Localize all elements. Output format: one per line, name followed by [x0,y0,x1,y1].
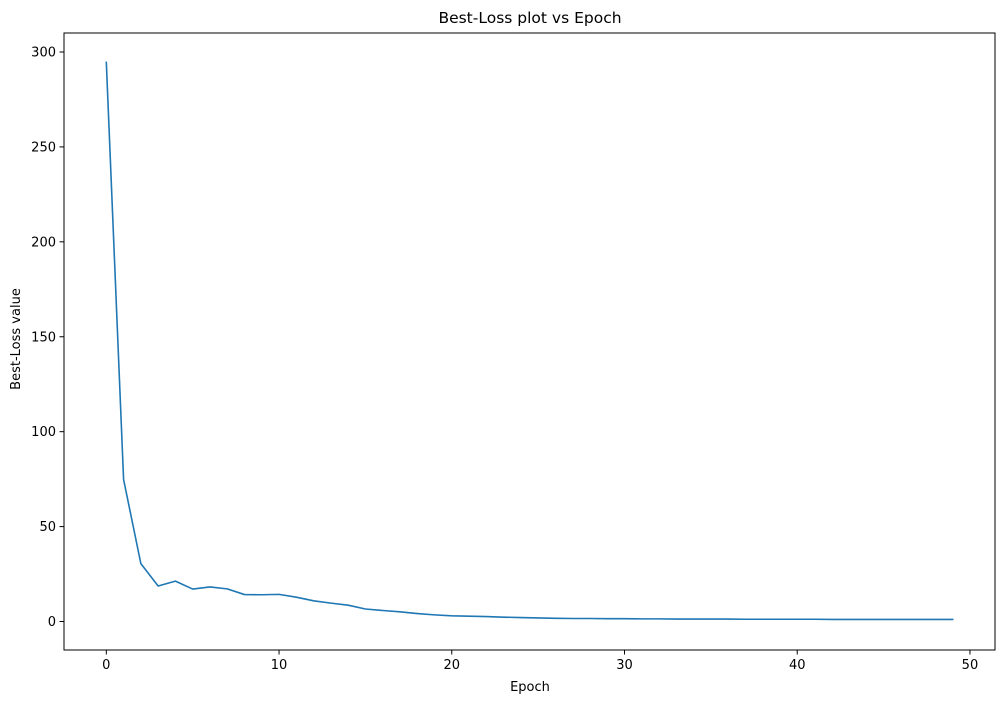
y-tick-label: 150 [31,330,56,345]
y-tick-label: 250 [31,140,56,155]
y-tick-label: 100 [31,425,56,440]
x-tick-label: 0 [102,658,110,673]
x-tick-label: 10 [271,658,288,673]
y-axis-label: Best-Loss value [9,288,24,390]
y-tick-label: 200 [31,235,56,250]
x-tick-label: 40 [789,658,806,673]
series-line-0 [105,61,954,621]
plot-area: 0 10 20 30 40 50 0 50 100 150 200 250 300 [31,32,996,673]
x-axis-label: Epoch [510,680,550,695]
axes-frame [63,32,996,651]
y-tick-label: 0 [48,615,56,630]
x-tick-label: 20 [443,658,460,673]
chart-title: Best-Loss plot vs Epoch [438,9,621,27]
y-tick-label: 300 [31,45,56,60]
y-tick-label: 50 [39,520,56,535]
x-tick-label: 30 [616,658,633,673]
x-tick-label: 50 [962,658,979,673]
